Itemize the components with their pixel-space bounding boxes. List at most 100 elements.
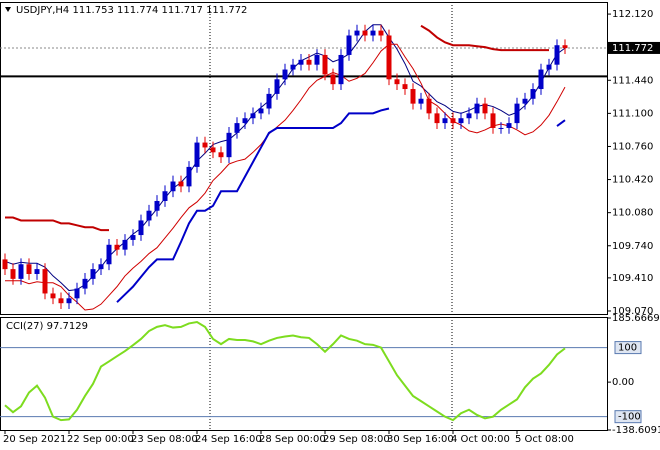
y-tick-label: 109.070	[612, 306, 653, 317]
candle-body	[202, 142, 208, 148]
candle-body	[58, 298, 64, 304]
y-tick-label: -138.6091	[612, 425, 660, 436]
candle-body	[426, 98, 432, 114]
x-tick-label: 20 Sep 2021	[3, 434, 66, 445]
candle-body	[378, 30, 384, 36]
candle-body	[386, 35, 392, 80]
candle-body	[146, 210, 152, 221]
candle-body	[178, 181, 184, 187]
candle-body	[226, 132, 232, 158]
candle-body	[554, 45, 560, 65]
candle-body	[506, 123, 512, 128]
x-tick-label: 4 Oct 00:00	[451, 434, 510, 445]
candle-body	[186, 166, 192, 187]
candle-body	[218, 152, 224, 158]
candle-body	[10, 269, 16, 279]
candle-body	[402, 84, 408, 90]
candle-body	[34, 269, 40, 274]
candle-body	[562, 45, 568, 49]
candle-body	[274, 79, 280, 94]
candle-body	[434, 113, 440, 124]
candle-body	[82, 278, 88, 289]
candle-body	[298, 59, 304, 65]
candle-body	[154, 200, 160, 211]
candle-body	[338, 54, 344, 85]
candle-body	[138, 220, 144, 236]
y-tick-label: 112.120	[612, 9, 653, 20]
candle-body	[538, 69, 544, 90]
candle-body	[418, 98, 424, 104]
candle-body	[514, 103, 520, 124]
level-label: -100	[618, 412, 641, 423]
x-tick-label: 24 Sep 16:00	[195, 434, 262, 445]
candle-body	[466, 113, 472, 119]
y-tick-label: 111.100	[612, 108, 653, 119]
candle-body	[474, 103, 480, 114]
candle-body	[26, 264, 32, 274]
y-tick-label: 111.440	[612, 75, 653, 86]
candle-body	[194, 142, 200, 167]
candle-body	[362, 30, 368, 36]
candle-body	[170, 181, 176, 192]
indicator-title: CCI(27) 97.7129	[6, 321, 88, 332]
y-tick-label: 110.760	[612, 141, 653, 152]
candle-body	[42, 269, 48, 294]
candle-body	[210, 147, 216, 153]
indicator-line	[5, 24, 549, 232]
candle-body	[162, 191, 168, 201]
x-tick-label: 22 Sep 00:00	[67, 434, 134, 445]
candle-body	[18, 264, 24, 279]
y-tick-label: 109.740	[612, 241, 653, 252]
cci-panel	[0, 317, 608, 431]
candle-body	[2, 259, 8, 270]
candle-body	[50, 293, 56, 299]
x-tick-label: 5 Oct 08:00	[515, 434, 574, 445]
candle-body	[282, 69, 288, 80]
y-tick-label: 0.00	[612, 377, 634, 388]
y-tick-label: 109.410	[612, 273, 653, 284]
indicator-line	[116, 107, 566, 303]
indicator-line	[4, 320, 566, 422]
candle-body	[330, 74, 336, 85]
candle-body	[546, 64, 552, 70]
price-box	[608, 41, 660, 54]
candle-body	[314, 54, 320, 65]
x-tick-label: 28 Sep 00:00	[259, 434, 326, 445]
candle-body	[458, 118, 464, 124]
candle-body	[490, 113, 496, 128]
candle-body	[122, 239, 128, 250]
candle-body	[266, 93, 272, 109]
indicator-line	[5, 43, 566, 311]
candle-body	[114, 244, 120, 250]
price-label: 111.772	[612, 43, 653, 54]
candle-body	[522, 98, 528, 104]
candle-body	[370, 30, 376, 36]
y-tick-label: 110.080	[612, 208, 653, 219]
x-tick-label: 23 Sep 08:00	[131, 434, 198, 445]
main-panel	[0, 2, 608, 315]
candle-body	[90, 269, 96, 279]
candle-body	[74, 288, 80, 299]
candle-body	[346, 35, 352, 55]
candle-body	[130, 235, 136, 240]
candle-body	[66, 298, 72, 304]
candle-body	[306, 59, 312, 65]
candle-body	[242, 118, 248, 124]
candle-body	[258, 108, 264, 114]
y-tick-label: 185.6669	[612, 313, 660, 324]
candle-body	[106, 244, 112, 265]
candle-body	[482, 103, 488, 114]
candle-body	[442, 118, 448, 124]
candle-body	[530, 89, 536, 99]
level-box	[614, 410, 642, 424]
x-tick-label: 30 Sep 16:00	[387, 434, 454, 445]
level-box	[614, 341, 642, 355]
x-tick-label: 29 Sep 08:00	[323, 434, 390, 445]
candle-body	[394, 79, 400, 85]
candle-body	[450, 118, 456, 124]
candle-body	[354, 30, 360, 36]
y-tick-label: 110.420	[612, 175, 653, 186]
